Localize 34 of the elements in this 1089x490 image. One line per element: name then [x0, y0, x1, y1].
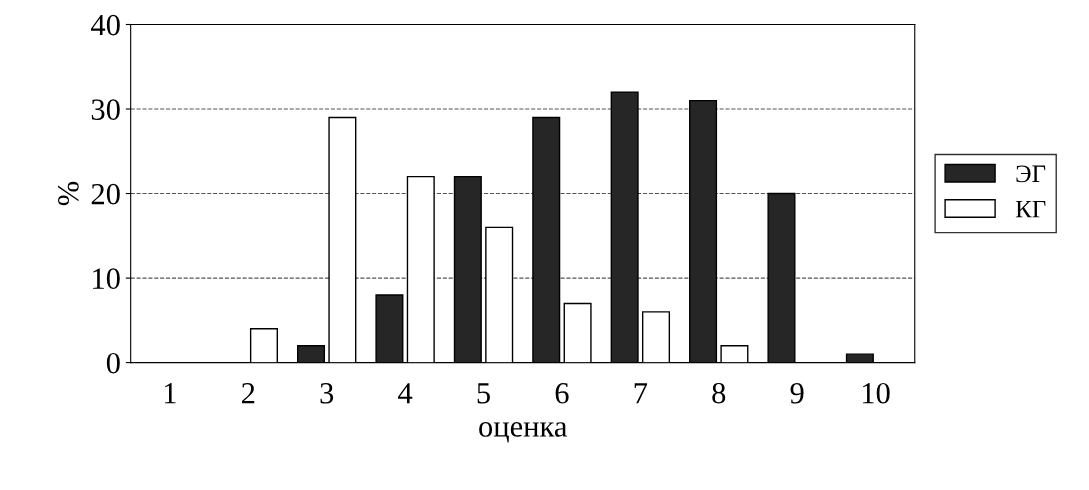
x-tick-label: 1 — [164, 383, 176, 404]
bar — [610, 91, 639, 363]
bar — [375, 294, 404, 363]
x-tick-label: 2 — [241, 383, 255, 404]
bar — [720, 345, 749, 363]
bar — [767, 192, 796, 363]
bar — [406, 175, 435, 363]
bar — [328, 116, 357, 363]
y-axis-title: % — [58, 181, 79, 206]
bar — [641, 311, 671, 363]
bar — [563, 302, 592, 363]
x-tick-label: 10 — [862, 382, 890, 404]
y-tick-label: 10 — [93, 268, 120, 289]
x-axis-title: оценка — [479, 422, 568, 443]
bar — [249, 328, 278, 363]
bar — [485, 226, 514, 363]
x-tick-label: 7 — [634, 383, 648, 404]
legend-label: КГ — [1015, 200, 1046, 218]
bar — [453, 175, 482, 363]
bar — [845, 353, 874, 363]
x-tick-label: 5 — [477, 383, 490, 404]
x-tick-label: 6 — [555, 383, 569, 404]
bar — [532, 116, 561, 363]
legend-label: ЭГ — [1016, 165, 1046, 183]
bar — [689, 99, 718, 363]
x-tick-label: 4 — [398, 383, 413, 404]
y-tick-label: 20 — [91, 183, 120, 205]
y-tick-label: 0 — [106, 352, 120, 374]
x-tick-label: 9 — [790, 383, 804, 404]
bar — [296, 345, 326, 363]
x-tick-label: 8 — [712, 382, 726, 404]
y-tick-label: 30 — [91, 99, 120, 120]
x-tick-label: 3 — [320, 383, 334, 404]
y-tick-label: 40 — [91, 14, 120, 36]
